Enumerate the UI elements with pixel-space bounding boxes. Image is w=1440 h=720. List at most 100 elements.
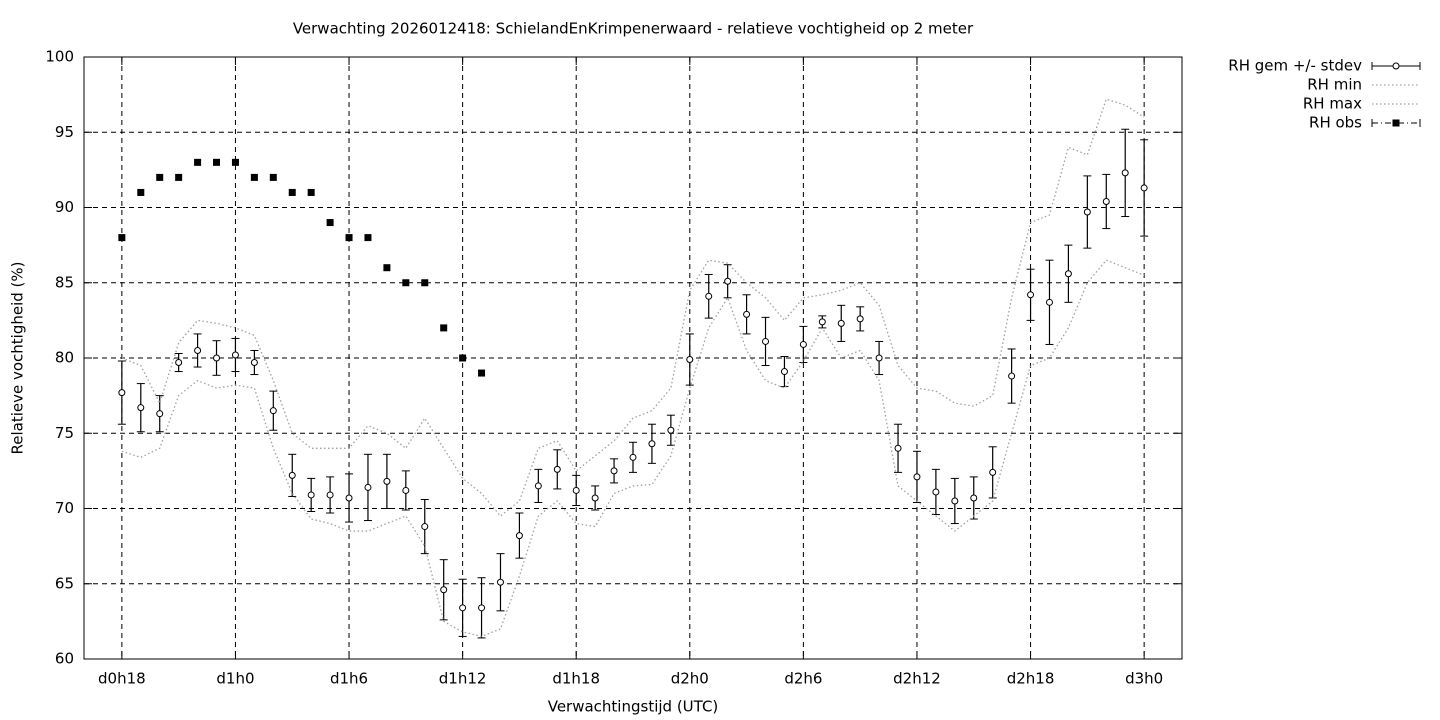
point [459, 604, 467, 612]
point [194, 346, 202, 354]
point [989, 468, 997, 476]
x-tick-label: d2h12 [893, 670, 941, 688]
point [288, 188, 296, 196]
point [156, 410, 164, 418]
point [421, 523, 429, 531]
point [269, 173, 277, 181]
point [194, 158, 202, 166]
point [875, 354, 883, 362]
point [837, 319, 845, 327]
point [970, 494, 978, 502]
point [951, 497, 959, 505]
point [307, 491, 315, 499]
x-tick-label: d2h6 [784, 670, 822, 688]
legend-label: RH max [1303, 95, 1362, 113]
point [780, 368, 788, 376]
y-tick-label: 85 [55, 273, 74, 291]
point [383, 477, 391, 485]
point [383, 264, 391, 272]
x-tick-label: d2h18 [1007, 670, 1055, 688]
legend-swatch [1392, 119, 1400, 127]
point [818, 318, 826, 326]
point [667, 426, 675, 434]
plot-border [83, 56, 1183, 660]
point [175, 359, 183, 367]
point [572, 486, 580, 494]
point [345, 494, 353, 502]
point [156, 173, 164, 181]
legend-label: RH min [1307, 76, 1362, 94]
y-tick-label: 90 [55, 198, 74, 216]
x-tick-label: d1h12 [439, 670, 487, 688]
point [1140, 184, 1148, 192]
point [1064, 270, 1072, 278]
point [118, 234, 126, 242]
point [534, 482, 542, 490]
legend-label: RH gem +/- stdev [1228, 57, 1362, 75]
y-tick-label: 75 [55, 424, 74, 442]
point [894, 444, 902, 452]
y-axis-label: Relatieve vochtigheid (%) [9, 261, 27, 454]
point [402, 486, 410, 494]
point [648, 440, 656, 448]
point [364, 483, 372, 491]
point [762, 337, 770, 345]
x-tick-label: d1h0 [216, 670, 254, 688]
point [743, 310, 751, 318]
point [1102, 197, 1110, 205]
y-tick-label: 80 [55, 349, 74, 367]
point [496, 578, 504, 586]
chart-title: Verwachting 2026012418: SchielandEnKrimp… [293, 20, 974, 38]
point [137, 188, 145, 196]
point [269, 407, 277, 415]
point [1027, 291, 1035, 299]
point [459, 354, 467, 362]
point [913, 473, 921, 481]
legend-swatch [1392, 62, 1400, 70]
point [856, 315, 864, 323]
point [1121, 169, 1129, 177]
point [402, 279, 410, 287]
x-tick-label: d3h0 [1125, 670, 1163, 688]
x-tick-label: d1h18 [552, 670, 600, 688]
x-tick-label: d0h18 [98, 670, 146, 688]
point [213, 354, 221, 362]
point [553, 465, 561, 473]
point [932, 488, 940, 496]
y-tick-label: 100 [45, 48, 74, 66]
point [610, 467, 618, 475]
point [326, 219, 334, 227]
legend-label: RH obs [1309, 114, 1362, 132]
point [478, 369, 486, 377]
point [364, 234, 372, 242]
point [231, 158, 239, 166]
point [213, 158, 221, 166]
point [440, 586, 448, 594]
point [686, 356, 694, 364]
point [345, 234, 353, 242]
point [137, 404, 145, 412]
x-tick-label: d1h6 [330, 670, 368, 688]
point [421, 279, 429, 287]
point [440, 324, 448, 332]
y-tick-label: 70 [55, 499, 74, 517]
line [121, 259, 1145, 638]
point [1008, 372, 1016, 380]
point [288, 471, 296, 479]
point [799, 340, 807, 348]
point [118, 389, 126, 397]
point [629, 453, 637, 461]
point [175, 173, 183, 181]
line [121, 98, 1145, 517]
point [724, 277, 732, 285]
point [250, 359, 258, 367]
point [515, 532, 523, 540]
x-tick-label: d2h0 [671, 670, 709, 688]
point [307, 188, 315, 196]
y-tick-label: 95 [55, 123, 74, 141]
point [478, 604, 486, 612]
point [1083, 208, 1091, 216]
point [250, 173, 258, 181]
